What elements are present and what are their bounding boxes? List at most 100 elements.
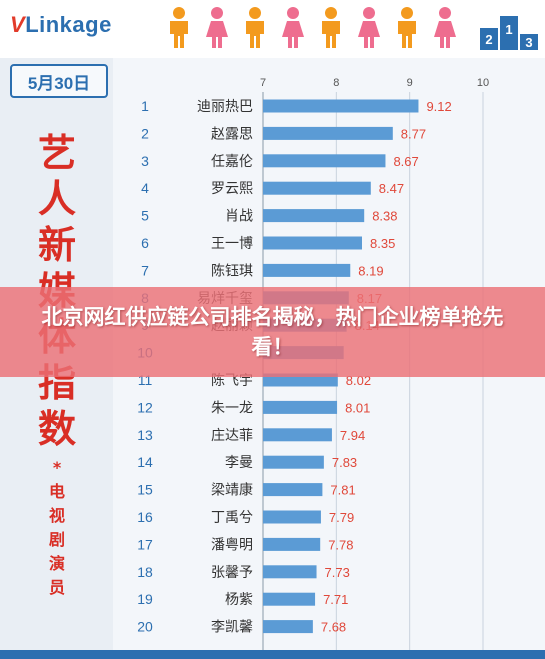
podium-icon: 2 1 3 xyxy=(480,16,538,50)
logo-v: V xyxy=(10,12,26,37)
title-char: 新 xyxy=(37,222,76,267)
overlay-banner: 北京网红供应链公司排名揭秘，热门企业榜单抢先看！ xyxy=(0,287,545,377)
bar xyxy=(263,99,419,113)
bar xyxy=(263,620,313,634)
artist-name: 梁靖康 xyxy=(211,482,253,499)
value-label: 8.35 xyxy=(370,236,395,251)
subtitle-char: 剧 xyxy=(48,530,65,549)
title-char: 艺 xyxy=(37,130,76,175)
bar xyxy=(263,428,332,442)
bar xyxy=(263,537,321,551)
value-label: 8.01 xyxy=(345,400,370,415)
value-label: 7.79 xyxy=(329,510,354,525)
x-tick-label: 8 xyxy=(333,77,339,89)
value-label: 7.71 xyxy=(323,592,348,607)
value-label: 8.67 xyxy=(393,154,418,169)
value-label: 7.73 xyxy=(325,565,350,580)
value-label: 9.12 xyxy=(426,99,451,114)
bar xyxy=(263,263,351,277)
vlinkage-logo: VLinkage xyxy=(10,12,112,38)
value-label: 7.83 xyxy=(332,455,357,470)
artist-name: 张馨予 xyxy=(211,565,253,581)
subtitle-char: 视 xyxy=(48,506,65,525)
male-person-icon xyxy=(246,7,264,48)
subtitle-char: 演 xyxy=(48,554,65,573)
value-label: 8.47 xyxy=(379,181,404,196)
bar xyxy=(263,209,365,223)
bar xyxy=(263,154,386,168)
date-badge: 5月30日 xyxy=(10,64,108,98)
rank-number: 18 xyxy=(137,564,153,580)
bar xyxy=(263,483,323,497)
podium-label-2: 2 xyxy=(485,32,492,47)
artist-name: 王一博 xyxy=(211,235,253,252)
male-person-icon xyxy=(170,7,188,48)
bar xyxy=(263,565,317,579)
artist-name: 肖战 xyxy=(225,209,253,225)
x-tick-label: 10 xyxy=(477,77,489,89)
bar xyxy=(263,181,371,195)
value-label: 7.68 xyxy=(321,620,346,635)
rank-number: 4 xyxy=(141,180,149,196)
bar xyxy=(263,510,321,524)
rank-number: 15 xyxy=(137,482,153,498)
artist-name: 李凯馨 xyxy=(211,620,253,636)
ranking-bar-chart: 7 8 9 10 1 迪丽热巴 9.12 2 赵露思 8.77 3 任嘉伦 8.67 4 罗云熙 8.47 5 肖… xyxy=(137,77,489,653)
female-person-icon xyxy=(206,7,228,48)
artist-name: 李曼 xyxy=(225,455,253,471)
rank-number: 6 xyxy=(141,235,149,251)
rank-number: 7 xyxy=(141,262,149,278)
artist-name: 陈钰琪 xyxy=(211,262,253,279)
artist-name: 朱一龙 xyxy=(211,400,253,416)
bar xyxy=(263,455,324,469)
rank-number: 1 xyxy=(141,98,149,114)
artist-name: 任嘉伦 xyxy=(211,154,253,170)
artist-name: 迪丽热巴 xyxy=(197,99,253,115)
value-label: 7.78 xyxy=(328,537,353,552)
people-icons xyxy=(170,7,456,48)
value-label: 8.19 xyxy=(358,263,383,278)
rank-number: 5 xyxy=(141,208,149,224)
bar xyxy=(263,400,338,414)
artist-name: 杨紫 xyxy=(225,592,253,608)
rank-number: 2 xyxy=(141,125,149,141)
rank-number: 3 xyxy=(141,153,149,169)
rank-number: 12 xyxy=(137,399,153,415)
category-subtitle: * 电 视 剧 演 员 xyxy=(42,456,72,600)
banner-text: 北京网红供应链公司排名揭秘，热门企业榜单抢先看！ xyxy=(41,305,504,359)
rank-number: 13 xyxy=(137,427,153,443)
bar xyxy=(263,126,393,140)
bar xyxy=(263,592,316,606)
bottom-rule xyxy=(0,650,545,659)
value-label: 8.77 xyxy=(401,126,426,141)
header: VLinkage 2 1 3 xyxy=(0,0,545,58)
rank-number: 19 xyxy=(137,591,153,607)
value-label: 7.94 xyxy=(340,428,365,443)
title-char: 数 xyxy=(37,406,76,451)
bar xyxy=(263,236,362,250)
logo-text: Linkage xyxy=(25,12,112,37)
x-tick-label: 9 xyxy=(407,77,413,89)
subtitle-char: 员 xyxy=(48,578,65,597)
rank-number: 20 xyxy=(137,619,153,635)
female-person-icon xyxy=(358,7,380,48)
rank-number: 14 xyxy=(137,454,153,470)
artist-name: 潘粤明 xyxy=(211,537,253,553)
value-label: 8.38 xyxy=(372,209,397,224)
male-person-icon xyxy=(398,7,416,48)
female-person-icon xyxy=(282,7,304,48)
rank-number: 16 xyxy=(137,509,153,525)
female-person-icon xyxy=(434,7,456,48)
podium-label-1: 1 xyxy=(505,22,512,37)
title-char: 人 xyxy=(37,176,76,221)
rank-number: 17 xyxy=(137,536,153,552)
artist-name: 罗云熙 xyxy=(211,181,253,197)
asterisk: * xyxy=(52,458,62,477)
value-label: 7.81 xyxy=(330,483,355,498)
male-person-icon xyxy=(322,7,340,48)
artist-name: 赵露思 xyxy=(211,126,253,142)
artist-name: 庄达菲 xyxy=(211,427,253,444)
podium-label-3: 3 xyxy=(525,35,532,50)
x-tick-label: 7 xyxy=(260,77,266,89)
subtitle-char: 电 xyxy=(48,482,65,501)
